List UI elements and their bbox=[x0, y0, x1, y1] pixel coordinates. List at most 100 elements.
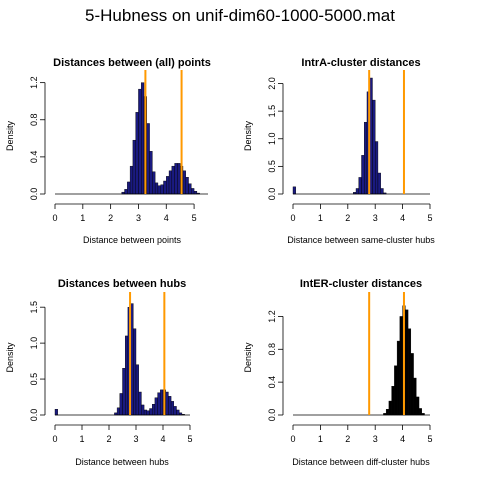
x-axis-label: Distance between diff-cluster hubs bbox=[292, 457, 430, 467]
x-tick-label: 1 bbox=[318, 213, 323, 223]
x-axis-label: Distance between same-cluster hubs bbox=[287, 235, 435, 245]
histogram-bar bbox=[194, 191, 197, 194]
histogram-bar bbox=[144, 410, 147, 415]
y-axis-label: Density bbox=[5, 120, 15, 151]
histogram-bar bbox=[169, 171, 172, 194]
y-tick-label: 0.0 bbox=[267, 409, 277, 422]
x-tick-label: 5 bbox=[187, 434, 192, 444]
x-tick-label: 1 bbox=[79, 434, 84, 444]
histogram-bar bbox=[141, 405, 144, 415]
histogram-bar bbox=[400, 316, 403, 415]
y-tick-label: 0.0 bbox=[267, 188, 277, 201]
y-tick-label: 1.5 bbox=[267, 105, 277, 118]
histogram-bar bbox=[123, 368, 126, 415]
histogram-bar bbox=[414, 378, 417, 415]
x-tick-label: 5 bbox=[192, 213, 197, 223]
histogram-bar bbox=[392, 386, 395, 415]
histogram-bar bbox=[160, 390, 163, 415]
histogram-bar bbox=[386, 409, 389, 415]
x-tick-label: 2 bbox=[108, 213, 113, 223]
histogram-bar bbox=[163, 181, 166, 194]
histogram-bar bbox=[177, 410, 180, 415]
histogram-bar bbox=[150, 151, 153, 194]
histogram-bar bbox=[172, 166, 175, 194]
x-tick-label: 2 bbox=[345, 434, 350, 444]
histogram-bar bbox=[125, 336, 128, 415]
y-axis-label: Density bbox=[243, 342, 253, 373]
y-tick-label: 0.4 bbox=[29, 151, 39, 164]
histogram-bar bbox=[378, 173, 381, 194]
y-tick-label: 1.0 bbox=[267, 133, 277, 146]
histogram-bar bbox=[125, 189, 128, 194]
histogram-bar bbox=[416, 397, 419, 415]
x-tick-label: 4 bbox=[160, 434, 165, 444]
histogram-bar bbox=[147, 411, 150, 415]
x-tick-label: 3 bbox=[136, 213, 141, 223]
histogram-bar bbox=[139, 392, 142, 415]
histogram-bar bbox=[158, 186, 161, 194]
histogram-bar bbox=[362, 155, 365, 194]
y-tick-label: 0.0 bbox=[29, 409, 39, 422]
x-tick-label: 5 bbox=[427, 213, 432, 223]
histogram-bar bbox=[166, 176, 169, 194]
x-tick-label: 4 bbox=[400, 434, 405, 444]
histogram-bar bbox=[55, 409, 58, 415]
histogram-bar bbox=[381, 188, 384, 194]
y-tick-label: 1.5 bbox=[29, 301, 39, 314]
histogram-bar bbox=[364, 122, 367, 194]
histogram-bar bbox=[356, 188, 359, 194]
histogram-bar bbox=[397, 341, 400, 415]
histogram-bar bbox=[293, 187, 296, 194]
y-axis-label: Density bbox=[5, 342, 15, 373]
y-tick-label: 1.2 bbox=[267, 310, 277, 323]
histogram-bar bbox=[130, 166, 133, 194]
histogram-bar bbox=[133, 140, 136, 194]
histogram-bar bbox=[150, 409, 153, 415]
y-tick-label: 0.5 bbox=[29, 373, 39, 386]
histogram-bar bbox=[411, 353, 414, 415]
histogram-bar bbox=[166, 392, 169, 415]
histogram-bar bbox=[359, 177, 362, 194]
y-tick-label: 0.5 bbox=[267, 160, 277, 173]
x-tick-label: 3 bbox=[373, 213, 378, 223]
x-tick-label: 3 bbox=[373, 434, 378, 444]
histogram-bar bbox=[152, 404, 155, 415]
x-axis-label: Distance between hubs bbox=[75, 457, 169, 467]
histogram-bar bbox=[186, 177, 189, 194]
x-tick-label: 0 bbox=[290, 434, 295, 444]
y-axis-label: Density bbox=[243, 120, 253, 151]
histogram-bar bbox=[375, 142, 378, 194]
histogram-bar bbox=[155, 183, 158, 194]
histogram-bar bbox=[183, 171, 186, 194]
chart-title: IntER-cluster distances bbox=[300, 278, 422, 290]
x-tick-label: 5 bbox=[427, 434, 432, 444]
x-tick-label: 1 bbox=[318, 434, 323, 444]
histogram-bar bbox=[147, 123, 150, 194]
histogram-bar bbox=[408, 329, 411, 415]
histogram-bar bbox=[394, 366, 397, 415]
histogram-bar bbox=[161, 185, 164, 194]
x-tick-label: 3 bbox=[133, 434, 138, 444]
histogram-bar bbox=[174, 406, 177, 415]
histogram-bar bbox=[155, 398, 158, 415]
x-tick-label: 4 bbox=[400, 213, 405, 223]
histogram-bar bbox=[138, 89, 141, 194]
histogram-bar bbox=[191, 188, 194, 194]
histogram-bar bbox=[177, 163, 180, 194]
histogram-bar bbox=[372, 100, 375, 194]
histogram-bar bbox=[158, 393, 161, 415]
histogram-bar bbox=[136, 112, 139, 194]
x-tick-label: 2 bbox=[106, 434, 111, 444]
y-tick-label: 1.0 bbox=[29, 337, 39, 350]
chart-title: Distances between hubs bbox=[58, 278, 186, 290]
y-tick-label: 1.2 bbox=[29, 76, 39, 89]
x-axis-label: Distance between points bbox=[83, 235, 182, 245]
histogram-bar bbox=[127, 182, 130, 194]
histogram-bar bbox=[141, 83, 144, 194]
histogram-bar bbox=[171, 401, 174, 415]
histogram-bar bbox=[175, 163, 178, 194]
y-tick-label: 0.0 bbox=[29, 188, 39, 201]
x-tick-label: 0 bbox=[52, 213, 57, 223]
y-tick-label: 0.8 bbox=[29, 114, 39, 127]
x-tick-label: 0 bbox=[52, 434, 57, 444]
